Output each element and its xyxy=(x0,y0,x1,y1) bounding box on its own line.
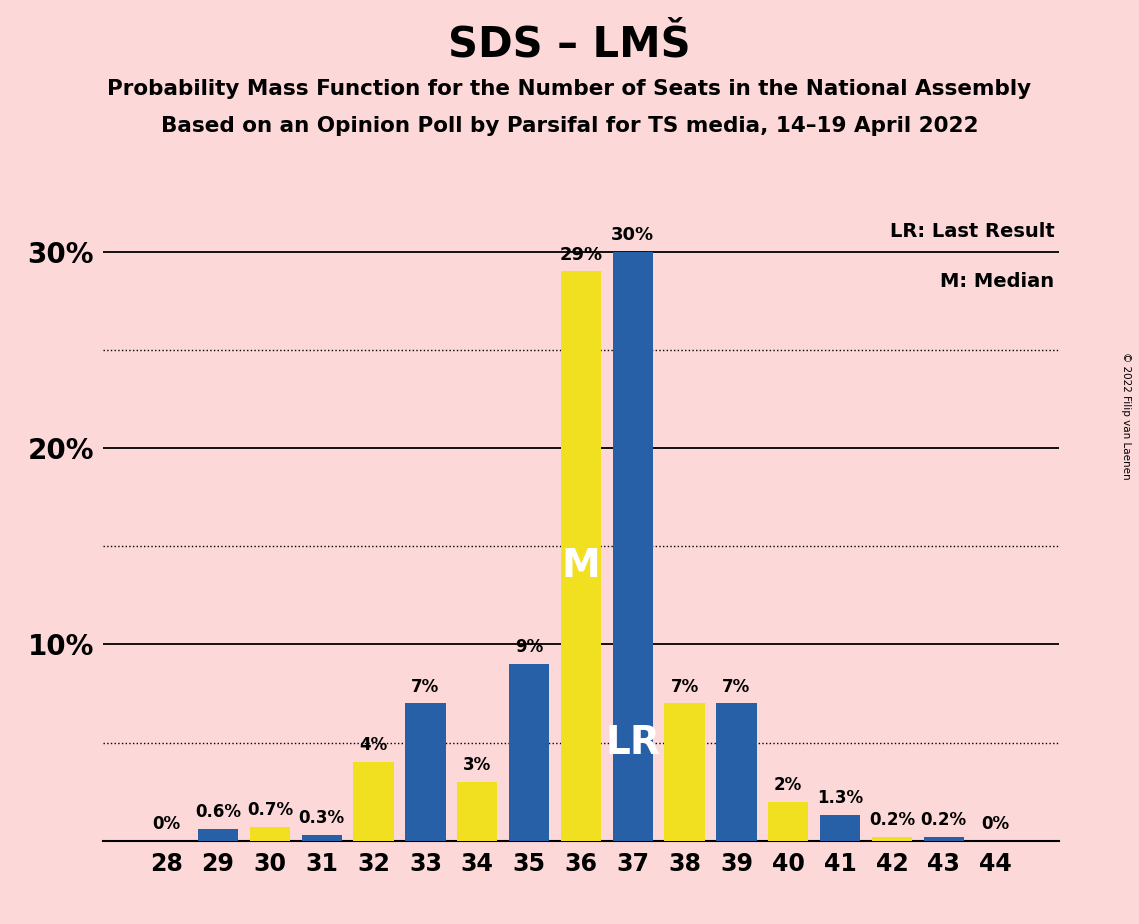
Text: M: M xyxy=(562,547,600,585)
Text: LR: Last Result: LR: Last Result xyxy=(890,222,1055,241)
Text: 1.3%: 1.3% xyxy=(817,789,863,808)
Text: 0%: 0% xyxy=(153,815,180,833)
Bar xyxy=(871,837,912,841)
Bar xyxy=(353,762,394,841)
Bar xyxy=(716,703,756,841)
Bar xyxy=(820,815,860,841)
Text: 0%: 0% xyxy=(982,815,1009,833)
Bar xyxy=(509,664,549,841)
Text: 7%: 7% xyxy=(722,677,751,696)
Bar xyxy=(405,703,445,841)
Text: Probability Mass Function for the Number of Seats in the National Assembly: Probability Mass Function for the Number… xyxy=(107,79,1032,99)
Bar xyxy=(924,837,964,841)
Bar xyxy=(664,703,705,841)
Text: 0.2%: 0.2% xyxy=(869,811,915,829)
Bar xyxy=(613,251,653,841)
Bar xyxy=(198,829,238,841)
Bar xyxy=(249,827,290,841)
Bar xyxy=(768,801,809,841)
Text: 0.6%: 0.6% xyxy=(195,803,241,821)
Text: M: Median: M: Median xyxy=(941,273,1055,291)
Text: SDS – LMŠ: SDS – LMŠ xyxy=(448,23,691,65)
Text: 9%: 9% xyxy=(515,638,543,656)
Bar xyxy=(560,272,601,841)
Text: 2%: 2% xyxy=(775,776,802,794)
Bar xyxy=(302,835,342,841)
Text: 0.7%: 0.7% xyxy=(247,801,293,820)
Text: 29%: 29% xyxy=(559,246,603,263)
Text: 0.2%: 0.2% xyxy=(920,811,967,829)
Text: 0.3%: 0.3% xyxy=(298,809,345,827)
Text: LR: LR xyxy=(605,723,661,761)
Text: 4%: 4% xyxy=(360,736,387,754)
Text: Based on an Opinion Poll by Parsifal for TS media, 14–19 April 2022: Based on an Opinion Poll by Parsifal for… xyxy=(161,116,978,136)
Bar xyxy=(457,782,498,841)
Text: 7%: 7% xyxy=(671,677,698,696)
Text: 7%: 7% xyxy=(411,677,440,696)
Text: 3%: 3% xyxy=(464,756,491,774)
Text: 30%: 30% xyxy=(612,226,654,244)
Text: © 2022 Filip van Laenen: © 2022 Filip van Laenen xyxy=(1121,352,1131,480)
